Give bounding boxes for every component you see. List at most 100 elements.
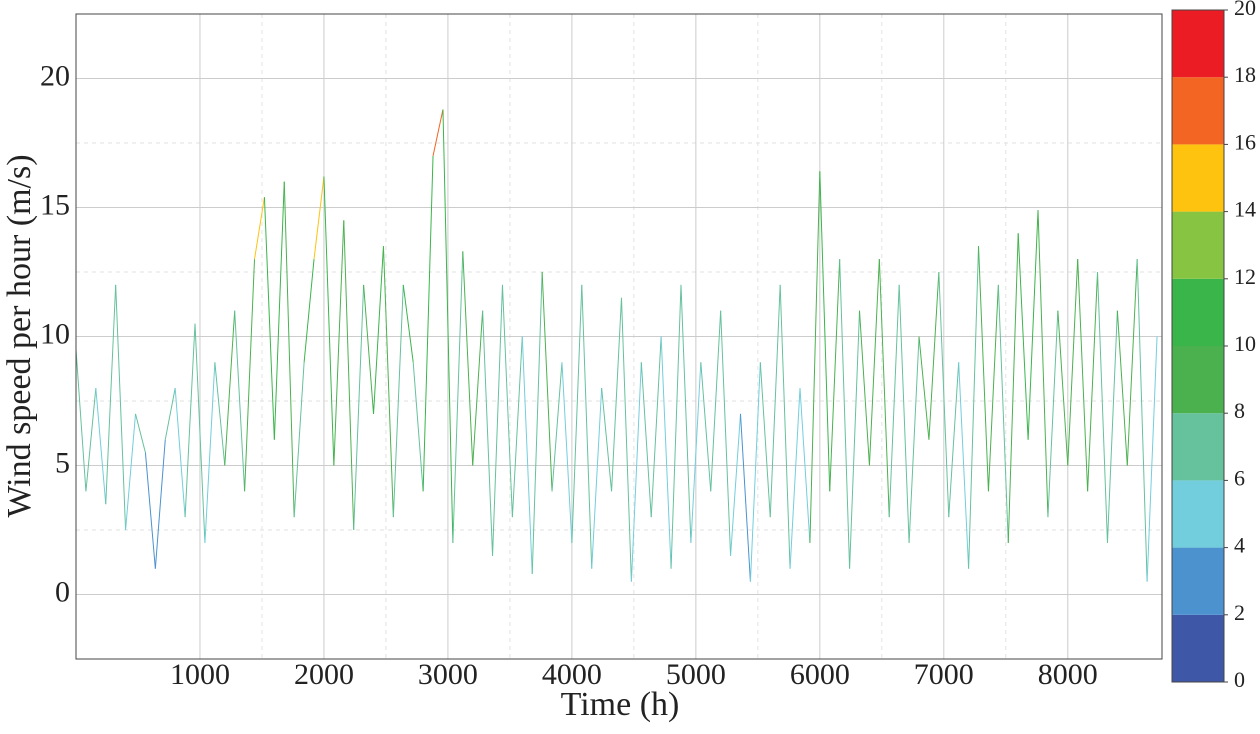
- colorbar-box: [1172, 10, 1224, 78]
- line-segment: [799, 388, 811, 543]
- x-tick-label: 8000: [1038, 658, 1098, 691]
- line-segment: [323, 176, 335, 466]
- line-segment: [333, 220, 345, 466]
- line-segment: [164, 388, 176, 440]
- line-segment: [650, 336, 662, 518]
- line-segment: [749, 362, 761, 582]
- line-segment: [283, 181, 295, 518]
- line-segment: [303, 259, 315, 363]
- line-segment: [720, 310, 732, 556]
- line-segment: [958, 362, 970, 569]
- line-segment: [938, 271, 950, 518]
- line-segment: [472, 310, 484, 466]
- line-segment: [839, 259, 851, 569]
- line-segment: [363, 284, 375, 414]
- line-segment: [194, 323, 206, 543]
- line-segment: [620, 297, 632, 582]
- line-segment: [700, 362, 712, 492]
- line-segment: [75, 349, 87, 492]
- line-segment: [1027, 210, 1039, 440]
- line-segment: [263, 197, 275, 440]
- colorbar-box: [1172, 547, 1224, 615]
- colorbar-tick-label: 20: [1234, 0, 1256, 20]
- line-segment: [987, 284, 999, 492]
- colorbar-box: [1172, 144, 1224, 212]
- line-segment: [511, 336, 523, 518]
- line-segment: [690, 362, 702, 543]
- line-segment: [293, 362, 305, 518]
- line-segment: [789, 388, 801, 569]
- x-tick-label: 1000: [170, 658, 230, 691]
- line-segment: [819, 171, 831, 492]
- line-segment: [1057, 310, 1069, 466]
- line-segment: [412, 362, 424, 492]
- x-tick-label: 4000: [542, 658, 602, 691]
- colorbar-box: [1172, 346, 1224, 414]
- line-segment: [809, 171, 821, 543]
- x-tick-label: 5000: [666, 658, 726, 691]
- colorbar-tick-label: 6: [1234, 465, 1245, 490]
- colorbar-tick-label: 4: [1234, 533, 1245, 558]
- line-segment: [254, 197, 265, 260]
- colorbar-box: [1172, 211, 1224, 279]
- line-segment: [392, 284, 404, 518]
- colorbar-box: [1172, 413, 1224, 481]
- line-segment: [1106, 310, 1118, 543]
- line-segment: [868, 259, 880, 466]
- line-segment: [521, 336, 533, 574]
- line-segment: [680, 284, 692, 543]
- line-segment: [1087, 271, 1099, 492]
- line-segment: [1017, 233, 1029, 440]
- line-segment: [710, 310, 722, 492]
- line-segment: [115, 284, 127, 531]
- line-segment: [541, 271, 553, 492]
- line-segment: [849, 310, 861, 569]
- y-tick-label: 20: [40, 59, 70, 92]
- line-segment: [313, 176, 325, 260]
- line-segment: [670, 284, 682, 569]
- line-segment: [759, 362, 771, 518]
- line-segment: [482, 310, 494, 556]
- line-segment: [353, 284, 365, 531]
- line-segment: [105, 284, 117, 505]
- colorbar-tick-label: 8: [1234, 398, 1245, 423]
- line-segment: [859, 310, 870, 466]
- line-segment: [1037, 210, 1049, 518]
- colorbar-tick-label: 0: [1234, 667, 1245, 692]
- line-segment: [769, 284, 781, 518]
- line-segment: [432, 109, 444, 157]
- line-segment: [591, 388, 603, 569]
- line-segment: [561, 362, 573, 543]
- line-segment: [273, 181, 285, 440]
- colorbar-box: [1172, 614, 1224, 682]
- line-segment: [878, 259, 890, 518]
- colorbar-tick-label: 14: [1234, 197, 1256, 222]
- colorbar-tick-label: 10: [1234, 331, 1256, 356]
- line-segment: [125, 413, 137, 531]
- line-segment: [908, 336, 920, 543]
- line-segment: [1047, 310, 1059, 518]
- line-segment: [85, 388, 97, 492]
- colorbar-tick-label: 2: [1234, 600, 1245, 625]
- line-segment: [382, 246, 394, 518]
- line-segment: [422, 155, 434, 492]
- line-segment: [244, 259, 256, 492]
- colorbar-box: [1172, 480, 1224, 548]
- line-segment: [630, 362, 642, 582]
- colorbar-tick-label: 16: [1234, 129, 1256, 154]
- colorbar-tick-label: 12: [1234, 264, 1256, 289]
- line-segment: [492, 284, 503, 556]
- line-segment: [373, 246, 384, 414]
- line-segment: [135, 413, 146, 453]
- line-segment: [968, 246, 980, 569]
- y-tick-label: 0: [55, 575, 70, 608]
- line-segment: [1126, 259, 1138, 466]
- line-segment: [660, 336, 672, 569]
- line-segment: [918, 336, 930, 440]
- line-segment: [898, 284, 910, 543]
- line-segment: [779, 284, 791, 569]
- line-segment: [611, 297, 622, 492]
- line-segment: [174, 388, 186, 518]
- line-segment: [640, 362, 652, 518]
